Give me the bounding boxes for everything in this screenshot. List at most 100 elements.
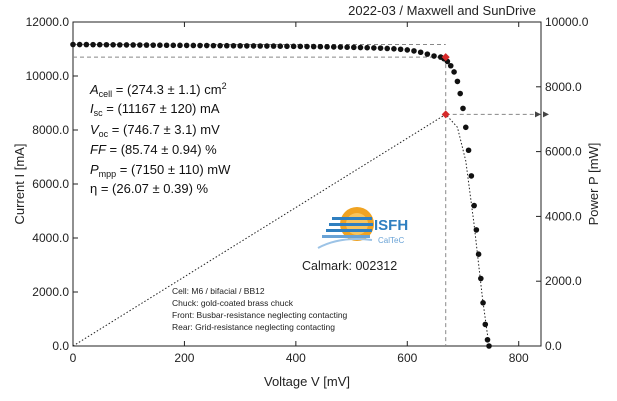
y-right-tick-label: 8000.0 bbox=[545, 80, 582, 94]
iv-point bbox=[391, 46, 397, 52]
iv-point bbox=[110, 42, 116, 48]
iv-point bbox=[324, 44, 330, 50]
iv-point bbox=[484, 336, 491, 343]
iv-point bbox=[230, 42, 237, 49]
x-axis-label: Voltage V [mV] bbox=[264, 374, 350, 389]
y-right-tick-label: 4000.0 bbox=[545, 209, 582, 223]
pmpp-arrow-out-icon bbox=[543, 111, 549, 118]
param-voc: Voc = (746.7 ± 3.1) mV bbox=[90, 122, 220, 139]
mpp-current-marker bbox=[441, 53, 450, 62]
iv-point bbox=[486, 343, 492, 349]
iv-point bbox=[157, 42, 163, 48]
iv-point bbox=[217, 42, 223, 49]
mpp-guide-lines bbox=[73, 43, 549, 346]
note-front: Front: Busbar-resistance neglecting cont… bbox=[172, 310, 348, 320]
iv-point bbox=[431, 53, 437, 59]
iv-point bbox=[237, 43, 243, 49]
x-tick-label: 600 bbox=[397, 351, 417, 365]
iv-point bbox=[183, 42, 190, 49]
iv-point bbox=[351, 44, 357, 51]
iv-point bbox=[371, 45, 377, 51]
iv-point bbox=[76, 41, 83, 48]
y-axis-right: 0.0 2000.0 4000.0 6000.0 8000.0 10000.0 bbox=[536, 15, 589, 353]
y-axis-left-label: Current I [mA] bbox=[12, 144, 27, 225]
iv-point bbox=[90, 41, 96, 48]
iv-point bbox=[475, 251, 482, 257]
iv-point bbox=[317, 43, 324, 50]
note-chuck: Chuck: gold-coated brass chuck bbox=[172, 298, 294, 308]
iv-point bbox=[284, 43, 290, 50]
iv-point bbox=[123, 42, 130, 48]
iv-point bbox=[471, 202, 477, 209]
iv-point bbox=[417, 49, 424, 56]
param-pmpp: Pmpp = (7150 ± 110) mW bbox=[90, 162, 231, 179]
iv-point bbox=[454, 78, 461, 85]
iv-point bbox=[143, 42, 150, 48]
iv-point bbox=[277, 43, 284, 49]
iv-point bbox=[337, 44, 344, 50]
mpp-markers bbox=[441, 53, 450, 119]
iv-point bbox=[83, 41, 90, 48]
iv-point bbox=[330, 44, 337, 50]
y-right-tick-label: 2000.0 bbox=[545, 274, 582, 288]
iv-point bbox=[377, 45, 384, 51]
cell-parameters: Acell = (274.3 ± 1.1) cm2 Isc = (11167 ±… bbox=[89, 81, 231, 196]
iv-point bbox=[304, 43, 310, 50]
iv-point bbox=[478, 275, 484, 282]
iv-point bbox=[357, 44, 364, 51]
x-tick-label: 400 bbox=[286, 351, 306, 365]
iv-point bbox=[344, 44, 350, 50]
iv-point bbox=[257, 43, 264, 49]
iv-point bbox=[404, 47, 411, 53]
x-tick-label: 800 bbox=[509, 351, 529, 365]
iv-point bbox=[270, 43, 277, 49]
iv-point bbox=[473, 227, 480, 233]
iv-point bbox=[103, 41, 110, 48]
y-right-tick-label: 10000.0 bbox=[545, 15, 589, 29]
param-area: Acell = (274.3 ± 1.1) cm2 bbox=[89, 81, 227, 99]
iv-point bbox=[451, 69, 457, 75]
iv-point bbox=[447, 62, 454, 69]
param-isc: Isc = (11167 ± 120) mA bbox=[90, 101, 220, 118]
iv-point bbox=[310, 43, 317, 50]
iv-point bbox=[223, 42, 230, 49]
x-tick-label: 200 bbox=[174, 351, 194, 365]
logo-name: ISFH bbox=[374, 217, 408, 234]
iv-curve bbox=[70, 41, 492, 349]
calmark: Calmark: 002312 bbox=[302, 259, 397, 273]
note-rear: Rear: Grid-resistance neglecting contact… bbox=[172, 322, 335, 332]
cell-notes: Cell: M6 / bifacial / BB12 Chuck: gold-c… bbox=[172, 286, 348, 332]
iv-point bbox=[468, 173, 475, 179]
iv-point bbox=[397, 46, 404, 53]
iv-point bbox=[70, 41, 76, 48]
y-right-tick-label: 0.0 bbox=[545, 339, 562, 353]
y-axis-left: 0.0 2000.0 4000.0 6000.0 8000.0 10000.0 12000.… bbox=[26, 15, 78, 353]
iv-point bbox=[197, 42, 203, 49]
iv-point bbox=[117, 42, 123, 48]
x-tick-label: 0 bbox=[70, 351, 77, 365]
y-left-tick-label: 0.0 bbox=[52, 339, 69, 353]
y-axis-right-label: Power P [mW] bbox=[586, 143, 601, 226]
iv-point bbox=[130, 42, 136, 48]
iv-point bbox=[411, 48, 417, 54]
y-left-tick-label: 6000.0 bbox=[32, 177, 69, 191]
y-left-tick-label: 12000.0 bbox=[26, 15, 70, 29]
iv-point bbox=[163, 42, 170, 49]
y-right-tick-label: 6000.0 bbox=[545, 145, 582, 159]
iv-point bbox=[170, 42, 177, 49]
iv-point bbox=[250, 43, 257, 49]
iv-point bbox=[384, 45, 391, 52]
y-left-tick-label: 8000.0 bbox=[32, 123, 69, 137]
param-ff: FF = (85.74 ± 0.94) % bbox=[90, 142, 217, 157]
iv-point bbox=[290, 43, 297, 50]
iv-point bbox=[460, 105, 466, 112]
header-title: 2022-03 / Maxwell and SunDrive bbox=[348, 3, 536, 18]
iv-point bbox=[480, 300, 486, 306]
iv-point bbox=[210, 42, 217, 49]
logo-sub: CalTeC bbox=[378, 236, 404, 245]
iv-point bbox=[137, 42, 143, 48]
iv-point bbox=[177, 42, 183, 49]
iv-point bbox=[465, 147, 472, 154]
y-left-tick-label: 4000.0 bbox=[32, 231, 69, 245]
